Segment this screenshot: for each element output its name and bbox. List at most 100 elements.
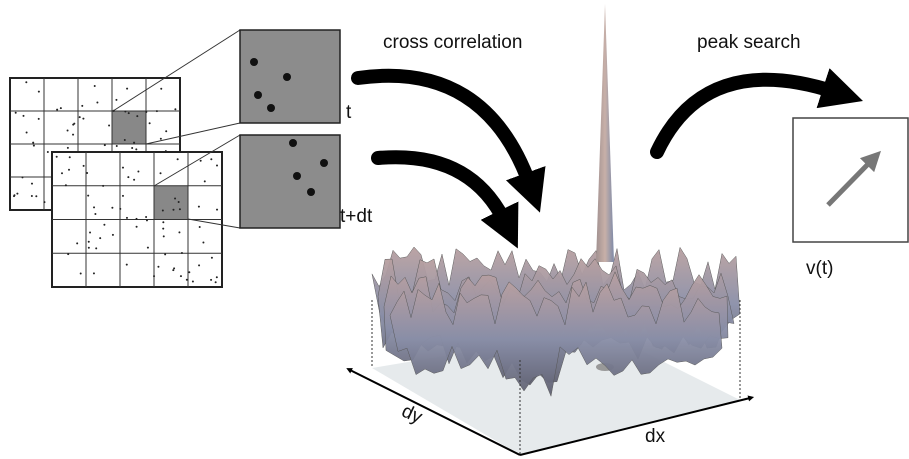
particle xyxy=(146,219,148,221)
particle xyxy=(173,267,175,269)
particle xyxy=(89,232,91,234)
particle xyxy=(81,105,83,107)
particle xyxy=(15,112,17,114)
particle xyxy=(149,122,151,124)
particle xyxy=(38,118,40,120)
particle xyxy=(133,142,135,144)
particle xyxy=(67,253,69,255)
particle xyxy=(135,148,137,150)
particle xyxy=(204,180,206,182)
particle xyxy=(180,275,182,277)
particle xyxy=(35,195,37,197)
particle xyxy=(96,102,98,104)
process-arrows xyxy=(358,76,835,222)
particle xyxy=(68,169,70,171)
particle xyxy=(133,179,135,181)
particle xyxy=(215,281,217,283)
particle xyxy=(47,151,49,153)
particle xyxy=(202,241,204,243)
particle xyxy=(43,201,45,203)
particle xyxy=(76,242,78,244)
particle xyxy=(210,158,212,160)
particle xyxy=(33,145,35,147)
label: t+dt xyxy=(340,206,373,227)
piv-diagram: cross correlation peak search t t+dt v(t… xyxy=(0,0,909,459)
particle xyxy=(186,279,188,281)
particle xyxy=(122,167,124,169)
particle xyxy=(289,139,297,147)
particle xyxy=(13,194,15,196)
particle xyxy=(102,185,104,187)
particle xyxy=(25,81,27,83)
interrogation-window xyxy=(154,186,188,220)
particle xyxy=(67,130,69,132)
particle xyxy=(254,91,262,99)
particle xyxy=(56,156,58,158)
particle xyxy=(80,273,82,275)
particle xyxy=(83,165,85,167)
particle xyxy=(16,193,18,195)
correlation-peak xyxy=(596,4,614,262)
particle xyxy=(162,210,164,212)
particle xyxy=(200,160,202,162)
particle xyxy=(164,253,166,255)
particle xyxy=(147,247,149,249)
particle xyxy=(198,264,200,266)
particle xyxy=(88,247,90,249)
particle xyxy=(61,172,63,174)
label: v(t) xyxy=(806,258,833,279)
particle xyxy=(38,91,40,93)
particle xyxy=(126,217,128,219)
particle xyxy=(26,131,28,133)
particle xyxy=(160,138,162,140)
particle xyxy=(293,172,301,180)
particle xyxy=(87,195,89,197)
particle xyxy=(192,281,194,283)
particle xyxy=(122,195,124,197)
particle xyxy=(145,216,147,218)
particle xyxy=(116,145,118,147)
particle xyxy=(165,130,167,132)
particle xyxy=(137,171,139,173)
label: t xyxy=(346,102,352,123)
zoom-box xyxy=(240,135,340,228)
particle xyxy=(79,116,81,118)
particle xyxy=(162,228,164,230)
particle xyxy=(163,235,165,237)
particle xyxy=(156,110,158,112)
particle xyxy=(153,275,155,277)
particle xyxy=(69,156,71,158)
particle xyxy=(178,201,180,203)
particle xyxy=(124,111,126,113)
particle xyxy=(136,115,138,117)
particle xyxy=(126,264,128,266)
particle xyxy=(56,109,58,111)
particle xyxy=(95,247,97,249)
particle xyxy=(136,226,138,228)
particle xyxy=(111,207,113,209)
particle xyxy=(94,85,96,87)
particle xyxy=(160,172,162,174)
particle xyxy=(94,213,96,215)
particle xyxy=(112,234,114,236)
particle xyxy=(88,241,90,243)
particle xyxy=(174,108,176,110)
particle xyxy=(267,104,275,112)
particle xyxy=(160,88,162,90)
particle xyxy=(136,218,138,220)
particle xyxy=(216,165,218,167)
particle xyxy=(283,73,291,81)
particle xyxy=(119,208,121,210)
particle xyxy=(108,124,110,126)
particle xyxy=(67,147,69,149)
label: dx xyxy=(645,426,666,447)
particle xyxy=(174,198,176,200)
particle xyxy=(320,159,328,167)
particle xyxy=(131,147,133,149)
particle xyxy=(199,226,201,228)
label: cross correlation xyxy=(383,32,522,53)
particle xyxy=(198,206,200,208)
particle xyxy=(307,188,315,196)
particle xyxy=(65,184,67,186)
particle xyxy=(127,176,129,178)
